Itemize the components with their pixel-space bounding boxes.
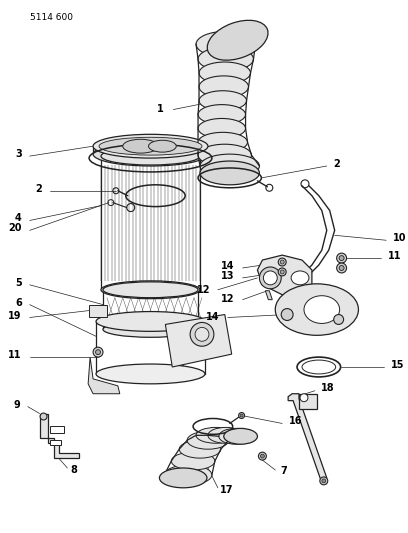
Circle shape bbox=[264, 271, 277, 285]
Circle shape bbox=[259, 267, 281, 289]
Ellipse shape bbox=[160, 468, 207, 488]
Ellipse shape bbox=[198, 104, 246, 124]
Ellipse shape bbox=[198, 132, 248, 152]
Text: 5114 600: 5114 600 bbox=[30, 12, 73, 21]
Text: 11: 11 bbox=[388, 251, 401, 261]
Ellipse shape bbox=[103, 321, 198, 337]
Polygon shape bbox=[40, 414, 79, 458]
Text: 8: 8 bbox=[70, 465, 77, 475]
Ellipse shape bbox=[96, 364, 205, 384]
Ellipse shape bbox=[196, 31, 255, 57]
Circle shape bbox=[334, 314, 344, 325]
Text: 10: 10 bbox=[393, 233, 407, 243]
Ellipse shape bbox=[224, 429, 257, 444]
Polygon shape bbox=[288, 394, 327, 483]
Ellipse shape bbox=[200, 154, 259, 178]
Text: 3: 3 bbox=[15, 149, 22, 159]
Ellipse shape bbox=[96, 312, 205, 332]
Text: 11: 11 bbox=[8, 350, 22, 360]
Circle shape bbox=[280, 260, 284, 264]
Text: 18: 18 bbox=[321, 383, 335, 393]
Text: 1: 1 bbox=[157, 103, 163, 114]
Circle shape bbox=[339, 265, 344, 270]
Ellipse shape bbox=[208, 427, 244, 443]
Polygon shape bbox=[88, 357, 120, 394]
Ellipse shape bbox=[179, 440, 221, 458]
Ellipse shape bbox=[171, 452, 215, 470]
Ellipse shape bbox=[198, 144, 251, 166]
Polygon shape bbox=[265, 291, 272, 300]
Circle shape bbox=[258, 452, 266, 460]
Polygon shape bbox=[299, 394, 317, 409]
Text: 9: 9 bbox=[13, 400, 20, 410]
Circle shape bbox=[260, 454, 264, 458]
Bar bbox=[89, 305, 107, 317]
Ellipse shape bbox=[199, 62, 251, 84]
Bar bbox=[49, 440, 61, 445]
Ellipse shape bbox=[196, 427, 236, 443]
Ellipse shape bbox=[200, 161, 259, 185]
Circle shape bbox=[339, 256, 344, 261]
Circle shape bbox=[239, 413, 244, 418]
Ellipse shape bbox=[199, 76, 248, 98]
Text: 12: 12 bbox=[221, 294, 235, 304]
Text: 20: 20 bbox=[8, 223, 22, 233]
Text: 16: 16 bbox=[289, 416, 303, 426]
Ellipse shape bbox=[93, 134, 208, 158]
Circle shape bbox=[320, 477, 328, 485]
Ellipse shape bbox=[199, 91, 246, 110]
Ellipse shape bbox=[219, 429, 253, 444]
Text: 17: 17 bbox=[220, 485, 233, 495]
Circle shape bbox=[40, 413, 47, 420]
Text: 5: 5 bbox=[15, 278, 22, 288]
Ellipse shape bbox=[198, 118, 246, 138]
Text: 2: 2 bbox=[35, 184, 42, 194]
Text: 4: 4 bbox=[15, 214, 22, 223]
Text: 2: 2 bbox=[334, 159, 340, 169]
Ellipse shape bbox=[101, 147, 200, 165]
Polygon shape bbox=[165, 314, 232, 367]
Circle shape bbox=[280, 270, 284, 274]
Ellipse shape bbox=[275, 284, 359, 335]
Ellipse shape bbox=[207, 20, 268, 60]
Ellipse shape bbox=[304, 296, 339, 324]
Text: 19: 19 bbox=[8, 311, 22, 320]
Text: 7: 7 bbox=[280, 466, 287, 476]
Text: 15: 15 bbox=[391, 360, 405, 370]
Circle shape bbox=[281, 309, 293, 320]
Circle shape bbox=[240, 414, 243, 417]
Circle shape bbox=[337, 253, 346, 263]
Circle shape bbox=[337, 263, 346, 273]
Ellipse shape bbox=[291, 271, 309, 285]
Text: 12: 12 bbox=[197, 285, 211, 295]
Text: 14: 14 bbox=[221, 261, 235, 271]
Ellipse shape bbox=[99, 138, 202, 155]
Circle shape bbox=[278, 258, 286, 266]
Bar bbox=[49, 426, 64, 433]
Ellipse shape bbox=[101, 281, 200, 298]
Circle shape bbox=[300, 394, 308, 402]
Ellipse shape bbox=[149, 140, 176, 152]
Circle shape bbox=[93, 347, 103, 357]
Circle shape bbox=[195, 327, 209, 341]
Polygon shape bbox=[257, 255, 312, 295]
Ellipse shape bbox=[93, 142, 208, 166]
Text: 6: 6 bbox=[15, 297, 22, 308]
Ellipse shape bbox=[103, 282, 198, 298]
Circle shape bbox=[278, 268, 286, 276]
Ellipse shape bbox=[164, 465, 212, 485]
Text: 14: 14 bbox=[206, 312, 220, 322]
Ellipse shape bbox=[123, 139, 158, 153]
Ellipse shape bbox=[198, 47, 253, 71]
Circle shape bbox=[95, 350, 100, 354]
Text: 13: 13 bbox=[221, 271, 235, 281]
Ellipse shape bbox=[187, 431, 229, 449]
Circle shape bbox=[190, 322, 214, 346]
Circle shape bbox=[322, 479, 326, 483]
